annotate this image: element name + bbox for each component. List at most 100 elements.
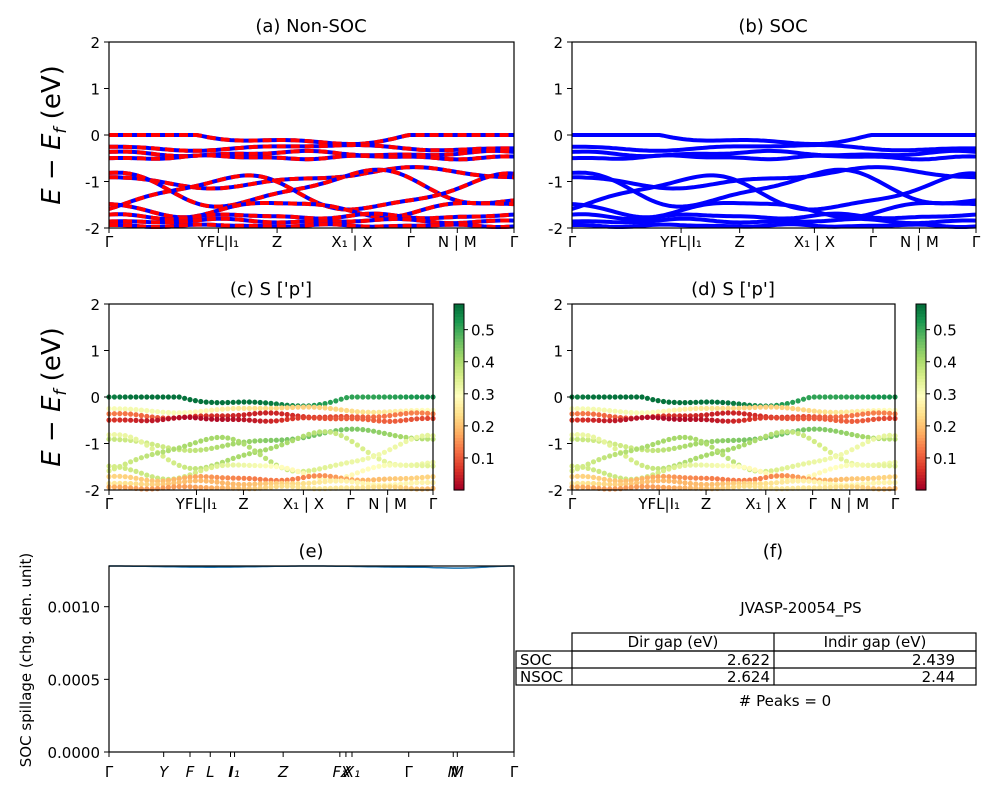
panel-c-point <box>403 417 409 423</box>
panel-c-point <box>425 394 431 400</box>
panel-d-point <box>763 485 769 491</box>
colorbar-segment <box>916 372 926 376</box>
panel-d-point <box>585 411 591 417</box>
panel-d-point <box>795 474 801 480</box>
panel-d-point <box>833 477 839 483</box>
panel-d-point <box>580 406 586 412</box>
panel-c-point <box>144 442 150 448</box>
panel-c-point <box>349 394 355 400</box>
panel-d-point <box>747 483 753 489</box>
colorbar-segment <box>454 304 464 308</box>
panel-d-point <box>860 434 866 440</box>
panel-d-point <box>779 479 785 485</box>
panel-c-point <box>257 438 263 444</box>
panel-c-point <box>376 484 382 490</box>
panel-d-point <box>730 459 737 465</box>
panel-c-point <box>338 416 344 422</box>
panel-d-point <box>822 409 828 415</box>
panel-c-point <box>419 415 425 422</box>
panel-c-point <box>344 485 350 491</box>
panel-d-point <box>843 409 850 415</box>
panel-c-point <box>268 400 274 406</box>
panel-d-point <box>720 463 726 469</box>
panel-d-point <box>795 398 801 404</box>
panel-d-point <box>843 476 850 482</box>
panel-d-point <box>698 454 704 460</box>
table-cell: 2.44 <box>922 668 955 686</box>
panel-c-point <box>333 406 339 412</box>
panel-d-point <box>596 436 602 442</box>
panel-d-ytick-label: -2 <box>548 482 563 500</box>
panel-d-point <box>623 409 629 415</box>
panel-d-point <box>671 435 677 441</box>
panel-c-point <box>144 408 150 414</box>
band-line-b <box>572 133 976 146</box>
panel-c-point <box>214 463 220 469</box>
panel-d-point <box>596 417 602 423</box>
panel-d-point <box>720 476 726 482</box>
colorbar-segment <box>916 434 926 438</box>
colorbar-segment <box>454 310 464 314</box>
panel-d-point <box>650 478 656 484</box>
panel-a-xtick-label: Γ <box>105 233 114 251</box>
panel-c-point <box>365 427 371 433</box>
panel-d-point <box>757 415 764 421</box>
colorbar-tick-label: 0.2 <box>933 418 957 436</box>
panel-d-point <box>747 465 753 471</box>
band-line-b <box>572 143 976 153</box>
panel-d-point <box>650 409 656 415</box>
panel-d-point <box>634 480 640 486</box>
panel-d-point <box>612 474 618 480</box>
panel-c-point <box>311 415 317 421</box>
panel-c-point <box>214 416 220 422</box>
panel-c-point <box>203 474 209 480</box>
panel-d-point <box>849 418 855 424</box>
peaks-note: # Peaks = 0 <box>739 692 831 710</box>
panel-d-point <box>590 434 597 440</box>
panel-c-point <box>176 484 182 490</box>
colorbar-segment <box>454 421 464 426</box>
panel-c-point <box>419 394 425 400</box>
panel-d-point <box>763 404 769 410</box>
panel-d-point <box>677 407 683 413</box>
panel-d-xtick-label: YFL|I₁ <box>637 495 680 513</box>
panel-d-point <box>752 416 758 422</box>
panel-c-point <box>219 443 225 449</box>
panel-c-point <box>122 461 128 467</box>
panel-d-point <box>714 438 721 444</box>
panel-c-point <box>311 467 317 473</box>
panel-c-point <box>182 410 188 416</box>
band-line-a-red <box>108 222 515 229</box>
panel-d-point <box>693 462 699 468</box>
panel-c-point <box>387 409 393 415</box>
panel-c-point <box>257 405 263 411</box>
panel-c-point <box>376 476 382 482</box>
panel-d-point <box>757 484 764 490</box>
panel-c-point <box>122 474 128 480</box>
panel-c-point <box>300 404 306 410</box>
colorbar-segment <box>916 387 926 392</box>
colorbar-d: 0.1 0.2 0.3 0.4 0.5 <box>915 303 957 491</box>
panel-c-point <box>387 418 393 424</box>
panel-d-point <box>784 479 790 485</box>
panel-d-point <box>574 411 581 417</box>
colorbar-segment <box>916 421 926 426</box>
panel-a-ytick-label: 1 <box>90 81 100 99</box>
panel-c-point <box>371 428 377 434</box>
panel-c-xtick-label: Γ <box>346 495 355 513</box>
panel-d-point <box>704 441 710 447</box>
panel-d-ytick-label: 2 <box>553 296 563 314</box>
colorbar-segment <box>454 353 464 358</box>
panel-c-point <box>230 416 236 422</box>
panel-c-point <box>306 468 312 474</box>
panel-c-point <box>144 418 150 424</box>
panel-b-xtick-label: Γ <box>972 233 981 251</box>
panel-d-point <box>687 480 694 487</box>
colorbar-segment <box>454 369 464 373</box>
panel-d-point <box>660 473 667 480</box>
panel-d-point <box>714 448 721 454</box>
panel-d-point <box>817 426 823 432</box>
panel-e-xtick-label: X <box>340 763 352 781</box>
panel-d-point <box>590 411 597 417</box>
panel-c-point <box>111 411 117 417</box>
